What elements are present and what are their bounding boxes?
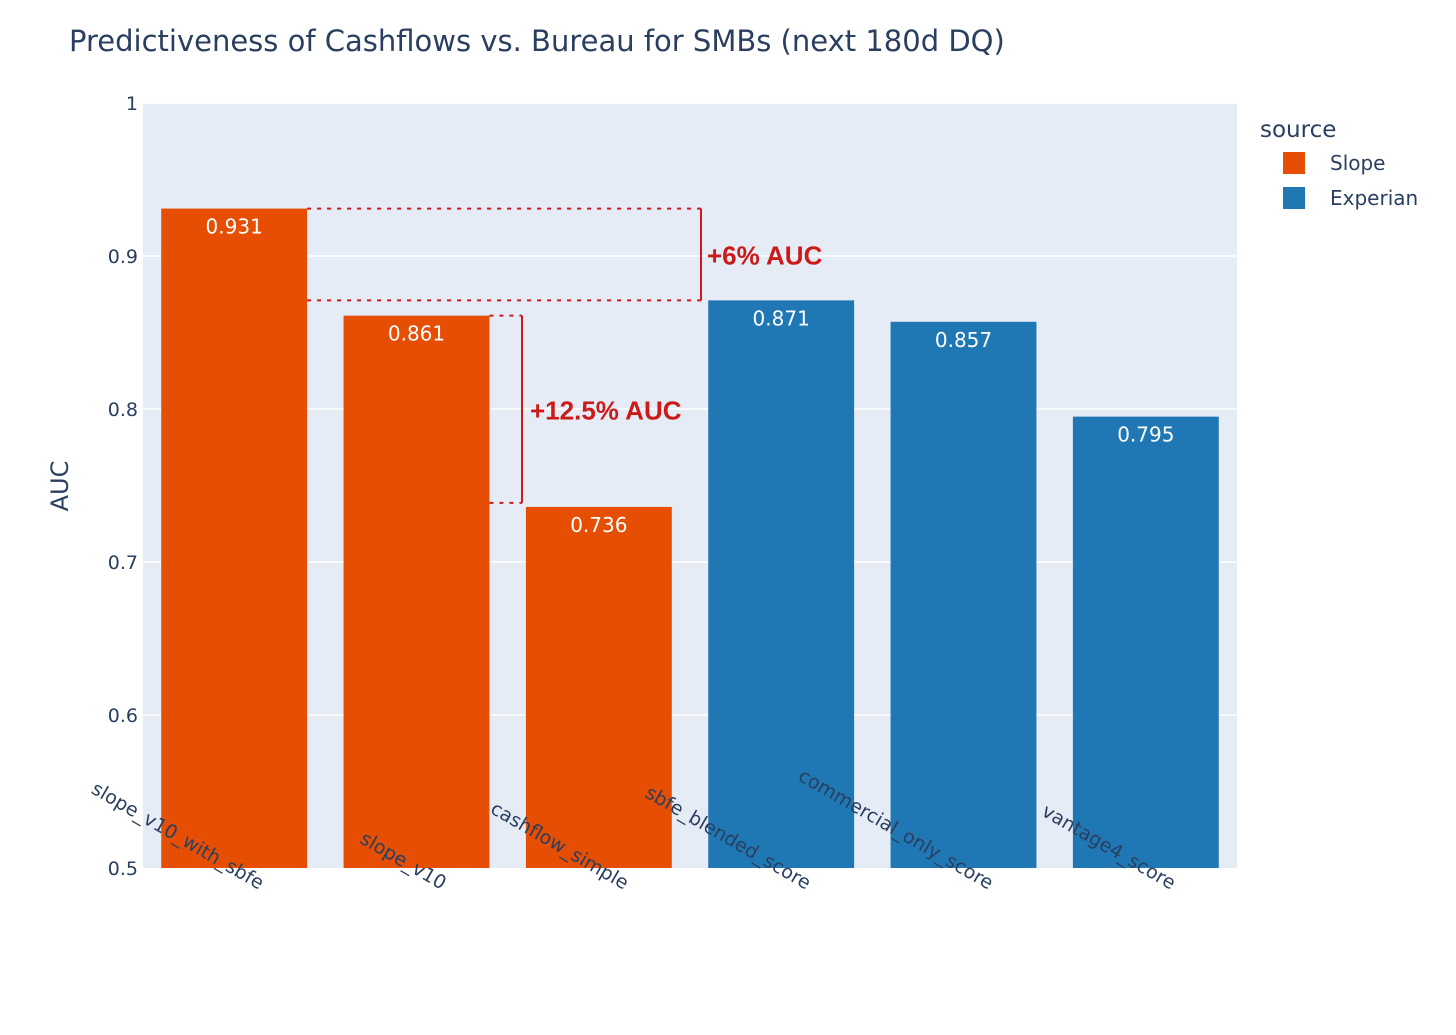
bar-value-label: 0.857 (935, 328, 992, 352)
y-tick-label: 0.5 (108, 858, 138, 880)
y-tick-label: 1 (126, 93, 138, 115)
y-tick-label: 0.9 (108, 246, 138, 268)
bar-value-label: 0.795 (1117, 423, 1174, 447)
bar-cashflow_simple[interactable] (525, 506, 672, 868)
gridlines (143, 102, 1237, 716)
legend-label-experian[interactable]: Experian (1330, 186, 1418, 210)
bars (161, 208, 1219, 868)
plot-background (143, 103, 1237, 868)
y-axis-ticks: 0.5 0.6 0.7 0.8 0.9 1 (108, 93, 138, 880)
y-axis-title: AUC (46, 461, 74, 512)
bar-value-labels: 0.931 0.861 0.736 0.871 0.857 0.795 (206, 215, 1175, 537)
annotations: +6% AUC +12.5% AUC (307, 207, 823, 504)
y-tick-label: 0.7 (108, 552, 138, 574)
chart-title: Predictiveness of Cashflows vs. Bureau f… (69, 24, 1005, 58)
legend-swatch-slope[interactable] (1283, 152, 1305, 174)
legend-label-slope[interactable]: Slope (1330, 151, 1386, 175)
annotation-label: +6% AUC (707, 240, 823, 270)
annotation-label: +12.5% AUC (530, 395, 682, 425)
legend-items: Slope Experian (1283, 151, 1418, 210)
y-tick-label: 0.8 (108, 399, 138, 421)
legend-swatch-experian[interactable] (1283, 187, 1305, 209)
bar-value-label: 0.871 (753, 306, 810, 330)
bar-vantage4_score[interactable] (1072, 416, 1219, 868)
bar-value-label: 0.736 (570, 513, 627, 537)
legend-title: source (1260, 117, 1336, 143)
bar-sbfe_blended_score[interactable] (708, 300, 855, 868)
bar-slope_v10[interactable] (343, 315, 490, 868)
legend[interactable]: source Slope Experian (1260, 117, 1418, 210)
bar-value-label: 0.861 (388, 322, 445, 346)
bar-commercial_only_score[interactable] (890, 321, 1037, 868)
bar-slope_v10_with_sbfe[interactable] (161, 208, 308, 868)
bar-value-label: 0.931 (206, 215, 263, 239)
y-tick-label: 0.6 (108, 705, 138, 727)
